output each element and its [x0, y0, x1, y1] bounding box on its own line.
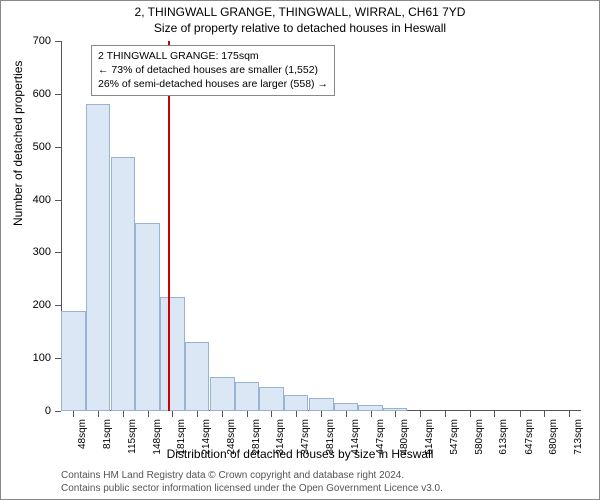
bar — [284, 395, 309, 411]
y-tick-label: 100 — [21, 352, 51, 364]
x-tick — [98, 411, 99, 417]
x-tick — [148, 411, 149, 417]
bar — [309, 398, 334, 411]
y-tick — [55, 147, 61, 148]
x-tick — [271, 411, 272, 417]
x-tick — [247, 411, 248, 417]
x-tick — [395, 411, 396, 417]
chart-title-address: 2, THINGWALL GRANGE, THINGWALL, WIRRAL, … — [1, 5, 599, 19]
bar — [160, 297, 185, 411]
x-tick — [296, 411, 297, 417]
plot-area: 010020030040050060070048sqm81sqm115sqm14… — [61, 41, 581, 411]
x-tick — [569, 411, 570, 417]
bar — [334, 403, 359, 411]
y-tick — [55, 411, 61, 412]
x-tick — [371, 411, 372, 417]
x-tick — [172, 411, 173, 417]
bar — [111, 157, 136, 411]
footer-licence: Contains public sector information licen… — [61, 483, 443, 494]
y-tick — [55, 252, 61, 253]
x-tick — [494, 411, 495, 417]
y-tick — [55, 94, 61, 95]
y-tick-label: 700 — [21, 35, 51, 47]
y-tick-label: 200 — [21, 299, 51, 311]
footer-copyright: Contains HM Land Registry data © Crown c… — [61, 470, 404, 481]
chart-container: 2, THINGWALL GRANGE, THINGWALL, WIRRAL, … — [0, 0, 600, 500]
y-tick — [55, 41, 61, 42]
y-tick-label: 300 — [21, 246, 51, 258]
info-box-line: 2 THINGWALL GRANGE: 175sqm — [98, 49, 328, 63]
bar — [185, 342, 210, 411]
y-tick-label: 0 — [21, 405, 51, 417]
bar — [259, 387, 284, 411]
reference-line — [168, 41, 170, 411]
info-box-line: 26% of semi-detached houses are larger (… — [98, 77, 328, 91]
x-tick — [470, 411, 471, 417]
y-tick-label: 600 — [21, 88, 51, 100]
x-tick — [544, 411, 545, 417]
chart-title-description: Size of property relative to detached ho… — [1, 21, 599, 35]
info-box: 2 THINGWALL GRANGE: 175sqm← 73% of detac… — [91, 45, 335, 96]
x-tick — [73, 411, 74, 417]
y-tick-label: 400 — [21, 194, 51, 206]
bar — [210, 377, 235, 411]
y-tick-label: 500 — [21, 141, 51, 153]
x-tick — [197, 411, 198, 417]
x-tick — [346, 411, 347, 417]
x-tick — [222, 411, 223, 417]
bar — [235, 382, 260, 411]
y-tick — [55, 305, 61, 306]
x-tick — [520, 411, 521, 417]
x-tick — [123, 411, 124, 417]
bar — [135, 223, 160, 411]
y-tick — [55, 200, 61, 201]
info-box-line: ← 73% of detached houses are smaller (1,… — [98, 63, 328, 77]
x-tick — [420, 411, 421, 417]
x-tick — [321, 411, 322, 417]
x-tick — [445, 411, 446, 417]
bar — [86, 104, 111, 411]
bar — [61, 311, 86, 411]
x-axis-title: Distribution of detached houses by size … — [1, 447, 599, 461]
